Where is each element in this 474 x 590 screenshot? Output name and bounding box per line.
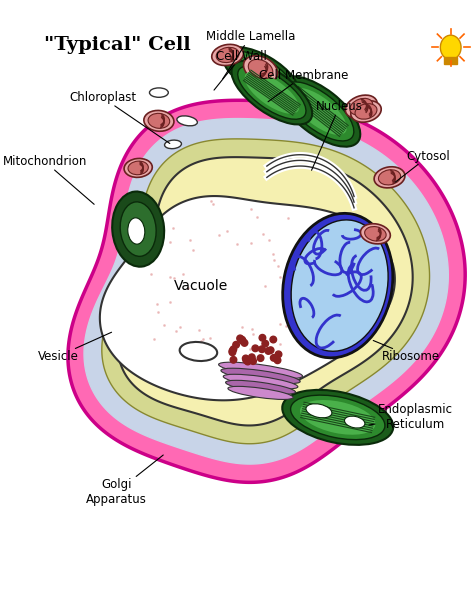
Polygon shape	[68, 100, 465, 483]
Ellipse shape	[374, 167, 405, 188]
Circle shape	[259, 346, 265, 352]
Circle shape	[245, 358, 251, 365]
Ellipse shape	[219, 362, 302, 378]
Circle shape	[271, 355, 277, 361]
Circle shape	[241, 340, 248, 346]
Ellipse shape	[128, 161, 148, 175]
Ellipse shape	[180, 342, 217, 361]
Ellipse shape	[238, 66, 306, 119]
Ellipse shape	[350, 99, 373, 115]
Circle shape	[229, 349, 236, 356]
Text: Cell Wall: Cell Wall	[214, 50, 267, 90]
Bar	[444, 57, 457, 64]
Circle shape	[239, 336, 246, 343]
Circle shape	[250, 358, 256, 365]
Ellipse shape	[355, 104, 377, 119]
Ellipse shape	[148, 113, 170, 129]
Text: Vacuole: Vacuole	[174, 278, 228, 293]
Ellipse shape	[245, 71, 299, 114]
Polygon shape	[102, 139, 429, 444]
Ellipse shape	[248, 60, 273, 78]
Ellipse shape	[346, 95, 377, 119]
Ellipse shape	[306, 404, 332, 418]
Ellipse shape	[291, 395, 385, 440]
Circle shape	[243, 357, 250, 363]
Ellipse shape	[440, 35, 461, 60]
Text: Nucleus: Nucleus	[311, 100, 363, 171]
Ellipse shape	[223, 374, 298, 389]
Circle shape	[262, 340, 269, 347]
Polygon shape	[118, 157, 413, 425]
Polygon shape	[68, 100, 465, 483]
Ellipse shape	[282, 390, 393, 445]
Circle shape	[252, 345, 259, 352]
Text: Chloroplast: Chloroplast	[69, 91, 170, 143]
Ellipse shape	[244, 55, 278, 83]
Text: Golgi
Apparatus: Golgi Apparatus	[86, 455, 163, 506]
Ellipse shape	[128, 218, 145, 244]
Ellipse shape	[365, 227, 386, 241]
Ellipse shape	[345, 416, 365, 428]
Circle shape	[267, 347, 274, 353]
Text: Vesicle: Vesicle	[38, 332, 111, 363]
Ellipse shape	[284, 82, 354, 141]
Text: Ribosome: Ribosome	[373, 340, 440, 363]
Ellipse shape	[226, 381, 295, 394]
Polygon shape	[84, 119, 448, 464]
Circle shape	[248, 354, 255, 360]
Circle shape	[259, 335, 266, 341]
Circle shape	[270, 336, 277, 343]
Ellipse shape	[144, 110, 174, 131]
Polygon shape	[100, 196, 395, 400]
Ellipse shape	[124, 159, 152, 178]
Ellipse shape	[120, 202, 156, 256]
Circle shape	[237, 335, 244, 342]
Circle shape	[239, 337, 246, 345]
Ellipse shape	[378, 170, 401, 185]
Ellipse shape	[212, 44, 244, 65]
Ellipse shape	[235, 56, 286, 91]
Ellipse shape	[291, 88, 347, 135]
Text: Middle Lamella: Middle Lamella	[206, 30, 295, 79]
Text: Cytosol: Cytosol	[395, 150, 451, 182]
Ellipse shape	[177, 116, 197, 126]
Text: Cell Membrane: Cell Membrane	[259, 69, 348, 101]
Ellipse shape	[223, 47, 299, 100]
Ellipse shape	[291, 220, 388, 351]
Circle shape	[275, 351, 282, 358]
Ellipse shape	[283, 214, 393, 358]
Circle shape	[274, 357, 281, 363]
Ellipse shape	[221, 368, 300, 384]
Ellipse shape	[228, 51, 292, 96]
Circle shape	[233, 342, 239, 348]
Text: "Typical" Cell: "Typical" Cell	[44, 36, 191, 54]
Ellipse shape	[360, 224, 390, 244]
Circle shape	[229, 348, 236, 355]
Ellipse shape	[164, 140, 182, 149]
Circle shape	[242, 355, 249, 362]
Ellipse shape	[112, 192, 164, 267]
Text: Endoplasmic
Reticulum: Endoplasmic Reticulum	[369, 403, 453, 431]
Ellipse shape	[300, 400, 375, 435]
Ellipse shape	[231, 61, 312, 124]
Text: Mitochondrion: Mitochondrion	[3, 155, 94, 204]
Ellipse shape	[278, 76, 360, 147]
Circle shape	[230, 356, 237, 363]
Ellipse shape	[351, 101, 381, 122]
Circle shape	[230, 346, 237, 353]
Ellipse shape	[149, 88, 168, 97]
Ellipse shape	[216, 47, 239, 63]
Circle shape	[265, 348, 272, 354]
Circle shape	[257, 355, 264, 362]
Ellipse shape	[228, 386, 293, 399]
